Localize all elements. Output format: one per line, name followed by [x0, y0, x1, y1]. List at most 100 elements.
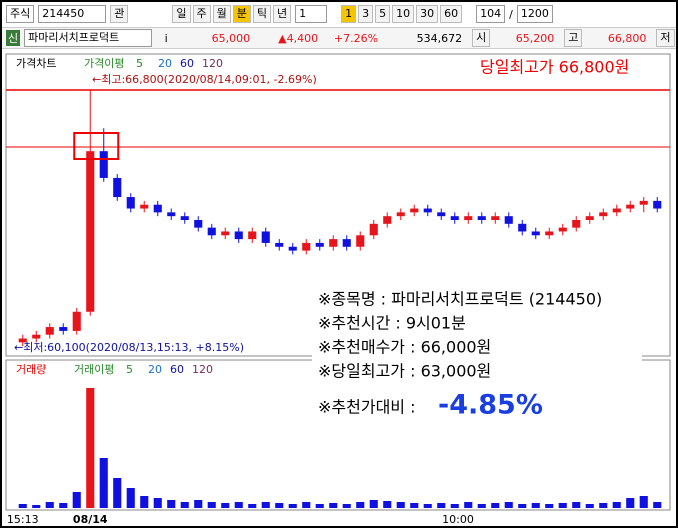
volume-bar: [59, 503, 68, 508]
volume-ma-period: 60: [170, 363, 184, 376]
volume: 534,672: [416, 31, 463, 45]
volume-bar: [234, 502, 243, 508]
price-ma-period: 120: [202, 57, 223, 70]
volume-bar: [99, 458, 108, 508]
low-note: ←최저:60,100(2020/08/13,15:13, +8.15%): [14, 341, 244, 354]
candle-body: [153, 204, 162, 213]
high-label: 고: [564, 29, 583, 47]
price-ma-label: 가격이평: [84, 57, 124, 70]
extra-input[interactable]: 1200: [516, 5, 553, 23]
volume-bar: [518, 504, 527, 508]
price-ma-period: 20: [158, 57, 172, 70]
high: 66,800: [607, 31, 647, 45]
volume-bar: [531, 503, 540, 508]
minute-button[interactable]: 3: [358, 5, 374, 23]
volume-bar: [140, 496, 149, 508]
candle-body: [32, 334, 41, 339]
period-button[interactable]: 틱: [252, 5, 271, 23]
volume-bar: [558, 503, 567, 508]
volume-bar: [356, 502, 365, 508]
volume-bar: [180, 502, 189, 508]
volume-bar: [248, 504, 257, 508]
volume-ma-period: 120: [192, 363, 213, 376]
candle-body: [396, 212, 405, 217]
volume-bar: [464, 502, 473, 508]
volume-bar: [153, 498, 162, 508]
candle-body: [275, 242, 284, 247]
candle-body: [45, 327, 54, 335]
candle-body: [72, 311, 81, 331]
market-select[interactable]: 주식: [6, 5, 35, 23]
period-button[interactable]: 분: [232, 5, 251, 23]
candle-body: [531, 231, 540, 236]
period-button[interactable]: 주: [192, 5, 211, 23]
volume-bar: [302, 502, 311, 508]
annotation-bg: [312, 286, 642, 426]
minute-button[interactable]: 1: [341, 5, 357, 23]
volume-ma-label: 거래이평: [74, 363, 114, 376]
candle-body: [234, 231, 243, 240]
candle-body: [423, 208, 432, 213]
volume-bar: [612, 502, 621, 508]
volume-bar: [504, 502, 513, 508]
volume-bar: [653, 502, 662, 508]
minute-button[interactable]: 60: [440, 5, 463, 23]
count-input[interactable]: 1: [295, 5, 328, 23]
price: 65,000: [211, 31, 251, 45]
candle-body: [585, 216, 594, 220]
candle-body: [572, 220, 581, 228]
volume-title: 거래량: [16, 363, 46, 376]
volume-bar: [477, 504, 486, 508]
volume-bar: [329, 503, 338, 508]
candle-body: [302, 242, 311, 251]
candle-body: [612, 208, 621, 213]
candle-body: [180, 216, 189, 220]
volume-bar: [437, 503, 446, 508]
annotation-line: ※추천시간 : 9시01분: [318, 314, 466, 333]
candle-body: [410, 208, 419, 213]
period-button[interactable]: 년: [273, 5, 292, 23]
volume-bar: [72, 492, 81, 508]
volume-bar: [194, 500, 203, 508]
candle-body: [221, 231, 230, 236]
x-tick-label: 10:00: [442, 513, 474, 526]
period-button[interactable]: 일: [172, 5, 191, 23]
volume-bar: [423, 504, 432, 508]
minute-button[interactable]: 10: [392, 5, 415, 23]
candle-body: [477, 216, 486, 220]
volume-bar: [207, 502, 216, 508]
candle-body: [558, 227, 567, 232]
minute-button[interactable]: 5: [375, 5, 391, 23]
annotation-line: ※추천매수가 : 66,000원: [318, 338, 491, 357]
volume-bar: [32, 505, 41, 508]
zoom-input[interactable]: 104: [476, 5, 506, 23]
candle-body: [59, 327, 68, 331]
volume-bar: [18, 504, 27, 508]
candle-body: [639, 200, 648, 205]
candle-body: [194, 220, 203, 228]
minute-button[interactable]: 30: [416, 5, 439, 23]
volume-bar: [572, 502, 581, 508]
separator: /: [509, 7, 513, 21]
volume-bar: [369, 500, 378, 508]
candle-body: [261, 231, 270, 243]
candle-body: [369, 223, 378, 236]
candle-body: [86, 151, 95, 312]
period-button[interactable]: 월: [212, 5, 231, 23]
rate: +7.26%: [333, 31, 379, 45]
volume-bar: [315, 504, 324, 508]
candle-body: [504, 216, 513, 224]
candle-body: [18, 338, 27, 343]
volume-ma-period: 5: [126, 363, 133, 376]
watch-button[interactable]: 관: [110, 5, 129, 23]
info[interactable]: i: [164, 31, 168, 45]
candle-body: [437, 212, 446, 217]
quote-bar: 신 파마리서치프로덕트 i 65,000 ▲4,400 +7.26% 534,6…: [2, 27, 676, 49]
highlight-box: [73, 132, 120, 160]
candle-body: [518, 223, 527, 232]
candle-body: [356, 235, 365, 247]
code-input[interactable]: 214450: [38, 5, 107, 23]
volume-bar: [275, 503, 284, 508]
